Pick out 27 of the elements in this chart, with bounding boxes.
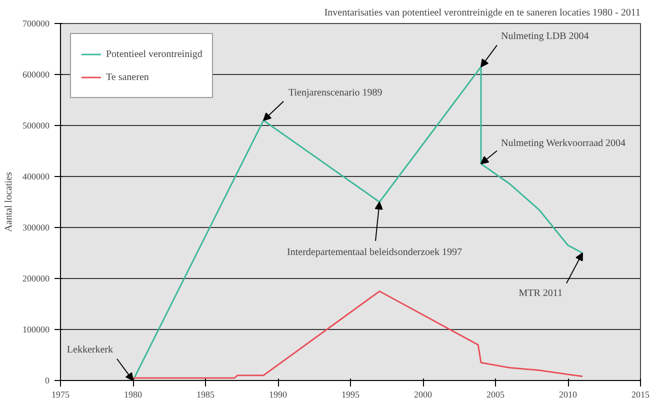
x-tick-label: 1980 xyxy=(124,390,142,400)
x-tick-label: 1975 xyxy=(52,390,70,400)
y-tick-label: 100000 xyxy=(22,324,50,334)
annotation: Interdepartementaal beleidsonderzoek 1997 xyxy=(287,247,462,258)
y-tick-label: 500000 xyxy=(22,120,50,130)
y-tick-label: 200000 xyxy=(22,274,50,284)
x-tick-label: 1985 xyxy=(196,390,215,400)
legend-label: Te saneren xyxy=(106,72,149,82)
x-tick-label: 1995 xyxy=(342,390,360,400)
y-tick-label: 300000 xyxy=(22,222,50,232)
y-axis-title: Aantal locaties xyxy=(4,172,14,232)
annotation: Nulmeting LDB 2004 xyxy=(501,30,589,42)
x-tick-label: 2005 xyxy=(486,390,505,400)
x-tick-label: 2000 xyxy=(414,390,432,400)
y-tick-label: 400000 xyxy=(22,172,50,182)
y-tick-label: 0 xyxy=(45,376,50,386)
y-tick-label: 700000 xyxy=(22,18,50,28)
legend-label: Potentieel verontreinigd xyxy=(106,48,202,60)
x-tick-label: 1990 xyxy=(269,390,288,400)
x-tick-label: 2015 xyxy=(632,390,650,400)
annotation: Nulmeting Werkvoorraad 2004 xyxy=(501,138,626,149)
annotation: Lekkerkerk xyxy=(66,344,114,356)
annotation: Tienjarenscenario 1989 xyxy=(288,87,382,98)
y-tick-label: 600000 xyxy=(22,70,50,80)
annotation: MTR 2011 xyxy=(518,288,563,299)
chart-title: Inventarisaties van potentieel verontreinigde en te saneren locaties 1980 - 2011 xyxy=(324,8,641,18)
x-tick-label: 2010 xyxy=(559,390,578,400)
